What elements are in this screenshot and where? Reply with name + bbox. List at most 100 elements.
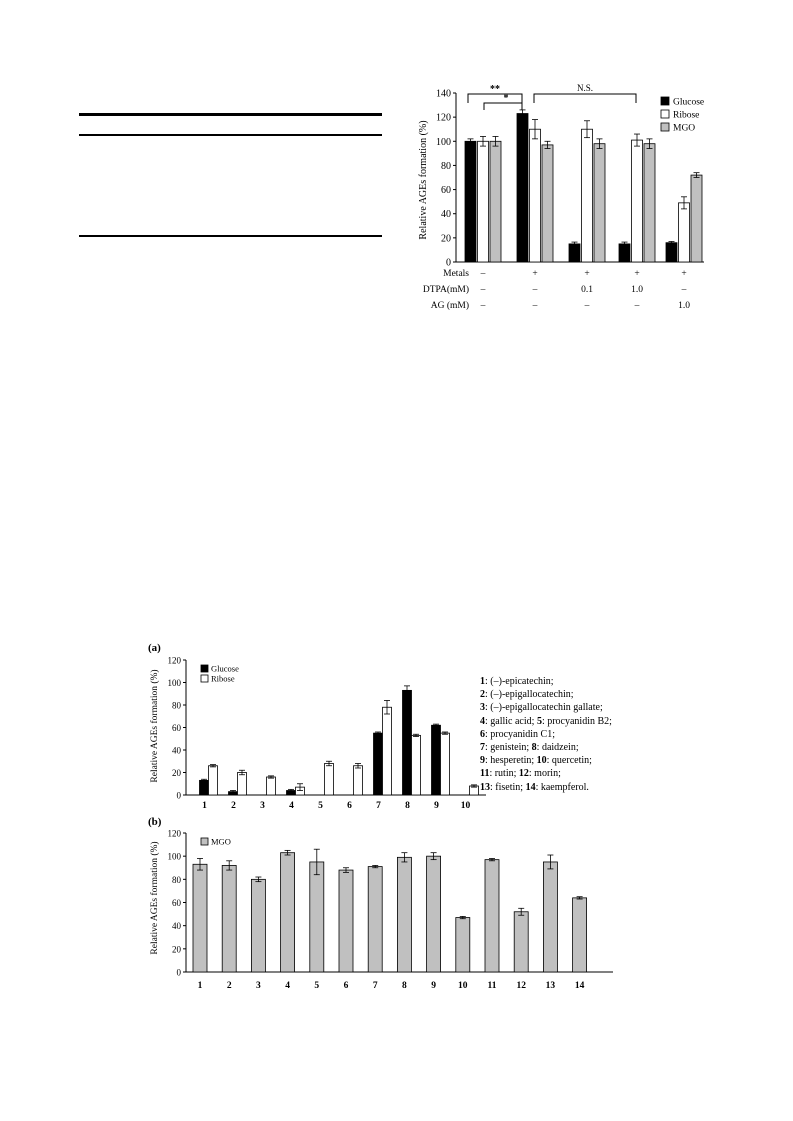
chart-b-xtick-label: 12 <box>516 981 526 991</box>
chart-a-ylabel: Relative AGEs formation (%) <box>149 669 160 782</box>
significance-label: ** <box>490 84 500 95</box>
chart-a-legend-label-ribose: Ribose <box>211 674 235 684</box>
table-top-rule <box>79 113 382 116</box>
chart-b-xtick-label: 13 <box>546 981 556 991</box>
chart-b-xtick-label: 6 <box>344 981 349 991</box>
chart-top-ytick-label: 80 <box>441 161 451 172</box>
chart-b-bar-mgo <box>221 865 237 973</box>
chart-a-xtick-label: 3 <box>260 801 265 811</box>
chart-b-ylabel: Relative AGEs formation (%) <box>149 841 160 954</box>
compound-name: : daidzein; <box>536 742 579 754</box>
compound-number: 12 <box>518 768 529 780</box>
chart-top-ytick-label: 100 <box>436 137 451 148</box>
chart-b-legend-label-mgo: MGO <box>211 837 231 847</box>
compound-number: 3 <box>480 702 485 714</box>
compound-legend-line: 11: rutin; 12: morin; <box>480 767 612 780</box>
condition-row-value: – <box>532 301 538 311</box>
table-header-rule <box>79 134 382 136</box>
compound-name: : gallic acid; <box>485 715 537 727</box>
chart-top-ytick-label: 20 <box>441 233 451 244</box>
condition-row-value: 0.1 <box>581 285 593 295</box>
chart-b-bar-mgo <box>338 869 354 973</box>
compound-number: 14 <box>525 781 536 793</box>
condition-row-value: – <box>480 285 486 295</box>
compound-name: : hesperetin; <box>485 755 537 767</box>
chart-b-ytick-label: 80 <box>172 875 182 885</box>
chart-a-xtick-label: 10 <box>461 801 471 811</box>
compound-legend-line: 3: (–)-epigallocatechin gallate; <box>480 701 612 714</box>
chart-b-xtick-label: 7 <box>373 981 378 991</box>
chart-b-ytick-label: 20 <box>172 944 182 954</box>
chart-top-ylabel: Relative AGEs formation (%) <box>418 120 429 239</box>
compound-name: : (–)-epigallocatechin; <box>485 689 574 701</box>
chart-a-xtick-label: 2 <box>231 801 236 811</box>
panel-a-label: (a) <box>148 642 161 654</box>
compound-name: : morin; <box>528 768 561 780</box>
compound-legend-line: 1: (–)-epicatechin; <box>480 675 612 688</box>
chart-b-bar-mgo <box>192 863 208 973</box>
condition-row-label: Metals <box>443 269 469 279</box>
chart-a-xtick-label: 7 <box>376 801 381 811</box>
condition-row-label: DTPA(mM) <box>423 284 469 295</box>
condition-row-label: AG (mM) <box>431 300 469 311</box>
legend-swatch-ribose <box>660 109 670 119</box>
significance-label: N.S. <box>577 83 593 93</box>
chart-top-ytick-label: 60 <box>441 185 451 196</box>
compound-number: 6 <box>480 728 485 740</box>
condition-row-value: + <box>532 269 537 279</box>
compound-name: : fisetin; <box>490 781 526 793</box>
chart-b-bar-mgo <box>543 861 558 973</box>
compound-number: 2 <box>480 689 485 701</box>
chart-b-ytick-label: 0 <box>177 968 182 978</box>
compound-name: : kaempferol. <box>535 781 589 793</box>
chart-b-xtick-label: 8 <box>402 981 407 991</box>
chart-b-xtick-label: 11 <box>488 981 497 991</box>
compound-legend-line: 6: procyanidin C1; <box>480 728 612 741</box>
chart-b-ytick-label: 120 <box>168 829 182 839</box>
significance-bracket <box>533 93 637 103</box>
chart-b-xtick-label: 1 <box>198 981 203 991</box>
chart-b-xtick-label: 2 <box>227 981 232 991</box>
compound-name: : (–)-epicatechin; <box>485 676 554 687</box>
legend-label-glucose: Glucose <box>673 98 704 108</box>
chart-b-bar-mgo <box>396 856 412 973</box>
chart-a-xtick-label: 8 <box>405 801 410 811</box>
chart-b-bar-mgo <box>367 866 383 973</box>
chart-a-ytick-label: 60 <box>172 723 182 733</box>
chart-b-bar-mgo <box>513 911 529 973</box>
chart-b-bar-mgo <box>572 897 587 973</box>
significance-label: * <box>504 93 509 104</box>
chart-b-bar-mgo <box>250 878 266 973</box>
panel-b-label: (b) <box>148 816 162 828</box>
legend-label-ribose: Ribose <box>673 111 699 121</box>
chart-a-xtick-label: 9 <box>434 801 439 811</box>
compound-number: 10 <box>536 755 547 767</box>
chart-b-xtick-label: 14 <box>575 981 585 991</box>
compound-name: : genistein; <box>485 742 532 754</box>
chart-b-xtick-label: 5 <box>314 981 319 991</box>
chart-a-xtick-label: 4 <box>289 801 294 811</box>
compound-number: 11 <box>480 768 490 780</box>
legend-label-mgo: MGO <box>673 124 695 134</box>
chart-a-ytick-label: 100 <box>168 678 182 688</box>
chart-b-bar-mgo <box>280 852 296 973</box>
chart-b-bar-mgo <box>455 917 471 973</box>
significance-bracket <box>483 102 523 110</box>
chart-a-ytick-label: 40 <box>172 746 182 756</box>
chart-b-bar-mgo <box>426 855 442 973</box>
condition-row-value: 1.0 <box>631 285 643 295</box>
compound-name: : procyanidin B2; <box>541 715 612 727</box>
chart-a-ytick-label: 80 <box>172 701 182 711</box>
chart-b-bar-mgo <box>309 861 325 973</box>
compound-legend-line: 9: hesperetin; 10: quercetin; <box>480 754 612 767</box>
condition-row-value: + <box>681 269 686 279</box>
compound-legend-line: 7: genistein; 8: daidzein; <box>480 741 612 754</box>
chart-a-xtick-label: 5 <box>318 801 323 811</box>
chart-b-xtick-label: 3 <box>256 981 261 991</box>
compound-legend-line: 13: fisetin; 14: kaempferol. <box>480 781 612 794</box>
condition-row-value: + <box>584 269 589 279</box>
compound-number: 5 <box>536 715 542 727</box>
compound-legend-line: 4: gallic acid; 5: procyanidin B2; <box>480 715 612 728</box>
